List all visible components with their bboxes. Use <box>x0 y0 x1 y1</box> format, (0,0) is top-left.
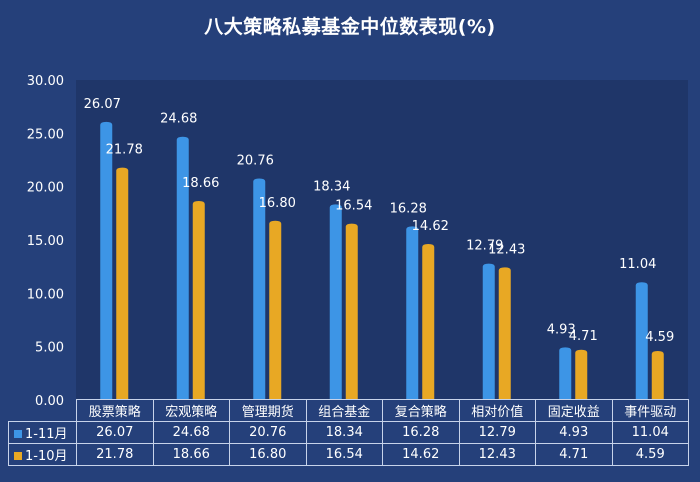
value-label-series1-5: 12.79 <box>466 239 503 254</box>
legend-label: 1-11月 <box>25 427 68 442</box>
table-cell: 4.59 <box>611 443 689 466</box>
value-label-series1-2: 20.76 <box>237 154 274 169</box>
table-cell: 16.54 <box>305 443 383 466</box>
table-cell: 11.04 <box>611 421 689 444</box>
table-cell: 26.07 <box>76 421 154 444</box>
chart-title: 八大策略私募基金中位数表现(%) <box>204 16 496 38</box>
table-row: 1-11月 26.07 24.68 20.76 18.34 16.28 12.79 4.93 1… <box>8 421 689 444</box>
bar-series2-2 <box>269 220 282 400</box>
bar-series1-4 <box>406 226 419 400</box>
value-label-series1-7: 11.04 <box>619 257 656 272</box>
legend-swatch <box>14 430 22 438</box>
table-cell: 24.68 <box>152 421 230 444</box>
bar-series1-1 <box>176 136 189 400</box>
value-label-series2-5: 12.43 <box>488 242 525 257</box>
legend-swatch <box>14 452 22 460</box>
bar-series2-1 <box>192 200 205 400</box>
table-cell: 20.76 <box>229 421 307 444</box>
bar-series1-0 <box>100 121 113 401</box>
bar-series1-3 <box>329 204 342 400</box>
legend-entry: 1-10月 <box>8 443 77 466</box>
value-label-series1-4: 16.28 <box>390 201 427 216</box>
y-tick-label: 5.00 <box>35 341 64 356</box>
bar-series2-4 <box>422 244 435 400</box>
value-label-series2-7: 4.59 <box>645 330 674 345</box>
table-cell: 21.78 <box>76 443 154 466</box>
bar-series2-6 <box>575 349 588 400</box>
table-cell: 12.79 <box>458 421 536 444</box>
value-label-series2-4: 14.62 <box>412 219 449 234</box>
bar-series1-2 <box>253 178 266 400</box>
value-label-series2-6: 4.71 <box>569 329 598 344</box>
value-label-series1-6: 4.93 <box>547 322 576 337</box>
plot-area <box>76 80 688 400</box>
table-header-row: 股票策略 宏观策略 管理期货 组合基金 复合策略 相对价值 固定收益 事件驱动 <box>8 399 689 422</box>
category-label: 宏观策略 <box>152 399 230 422</box>
y-tick-label: 15.00 <box>27 234 64 249</box>
value-label-series2-1: 18.66 <box>182 176 219 191</box>
table-row: 1-10月 21.78 18.66 16.80 16.54 14.62 12.43 4.71 4… <box>8 443 689 466</box>
table-cell: 14.62 <box>382 443 460 466</box>
y-tick-label: 25.00 <box>27 127 64 142</box>
bar-series1-5 <box>482 263 495 400</box>
table-cell: 4.93 <box>535 421 613 444</box>
bar-series1-7 <box>635 282 648 400</box>
table-corner <box>8 399 77 422</box>
table-cell: 16.28 <box>382 421 460 444</box>
legend-label: 1-10月 <box>25 449 68 464</box>
y-tick-label: 10.00 <box>27 287 64 302</box>
category-label: 事件驱动 <box>611 399 689 422</box>
value-label-series1-3: 18.34 <box>313 179 350 194</box>
y-tick-label: 30.00 <box>27 74 64 89</box>
bar-series1-6 <box>559 347 572 400</box>
bar-series2-3 <box>345 223 358 400</box>
value-label-series1-0: 26.07 <box>84 97 121 112</box>
table-cell: 12.43 <box>458 443 536 466</box>
value-label-series2-2: 16.80 <box>259 196 296 211</box>
category-label: 组合基金 <box>305 399 383 422</box>
value-label-series2-0: 21.78 <box>106 143 143 158</box>
table-cell: 16.80 <box>229 443 307 466</box>
y-tick-label: 20.00 <box>27 181 64 196</box>
legend-entry: 1-11月 <box>8 421 77 444</box>
category-label: 固定收益 <box>535 399 613 422</box>
category-label: 相对价值 <box>458 399 536 422</box>
bar-series2-5 <box>498 267 511 400</box>
category-label: 复合策略 <box>382 399 460 422</box>
table-cell: 4.71 <box>535 443 613 466</box>
bar-series2-0 <box>116 167 129 400</box>
value-label-series2-3: 16.54 <box>335 199 372 214</box>
table-cell: 18.66 <box>152 443 230 466</box>
table-cell: 18.34 <box>305 421 383 444</box>
bar-series2-7 <box>651 351 664 400</box>
data-table: 股票策略 宏观策略 管理期货 组合基金 复合策略 相对价值 固定收益 事件驱动 1-11月 26.… <box>8 399 689 466</box>
value-label-series1-1: 24.68 <box>160 112 197 127</box>
category-label: 股票策略 <box>76 399 154 422</box>
category-label: 管理期货 <box>229 399 307 422</box>
